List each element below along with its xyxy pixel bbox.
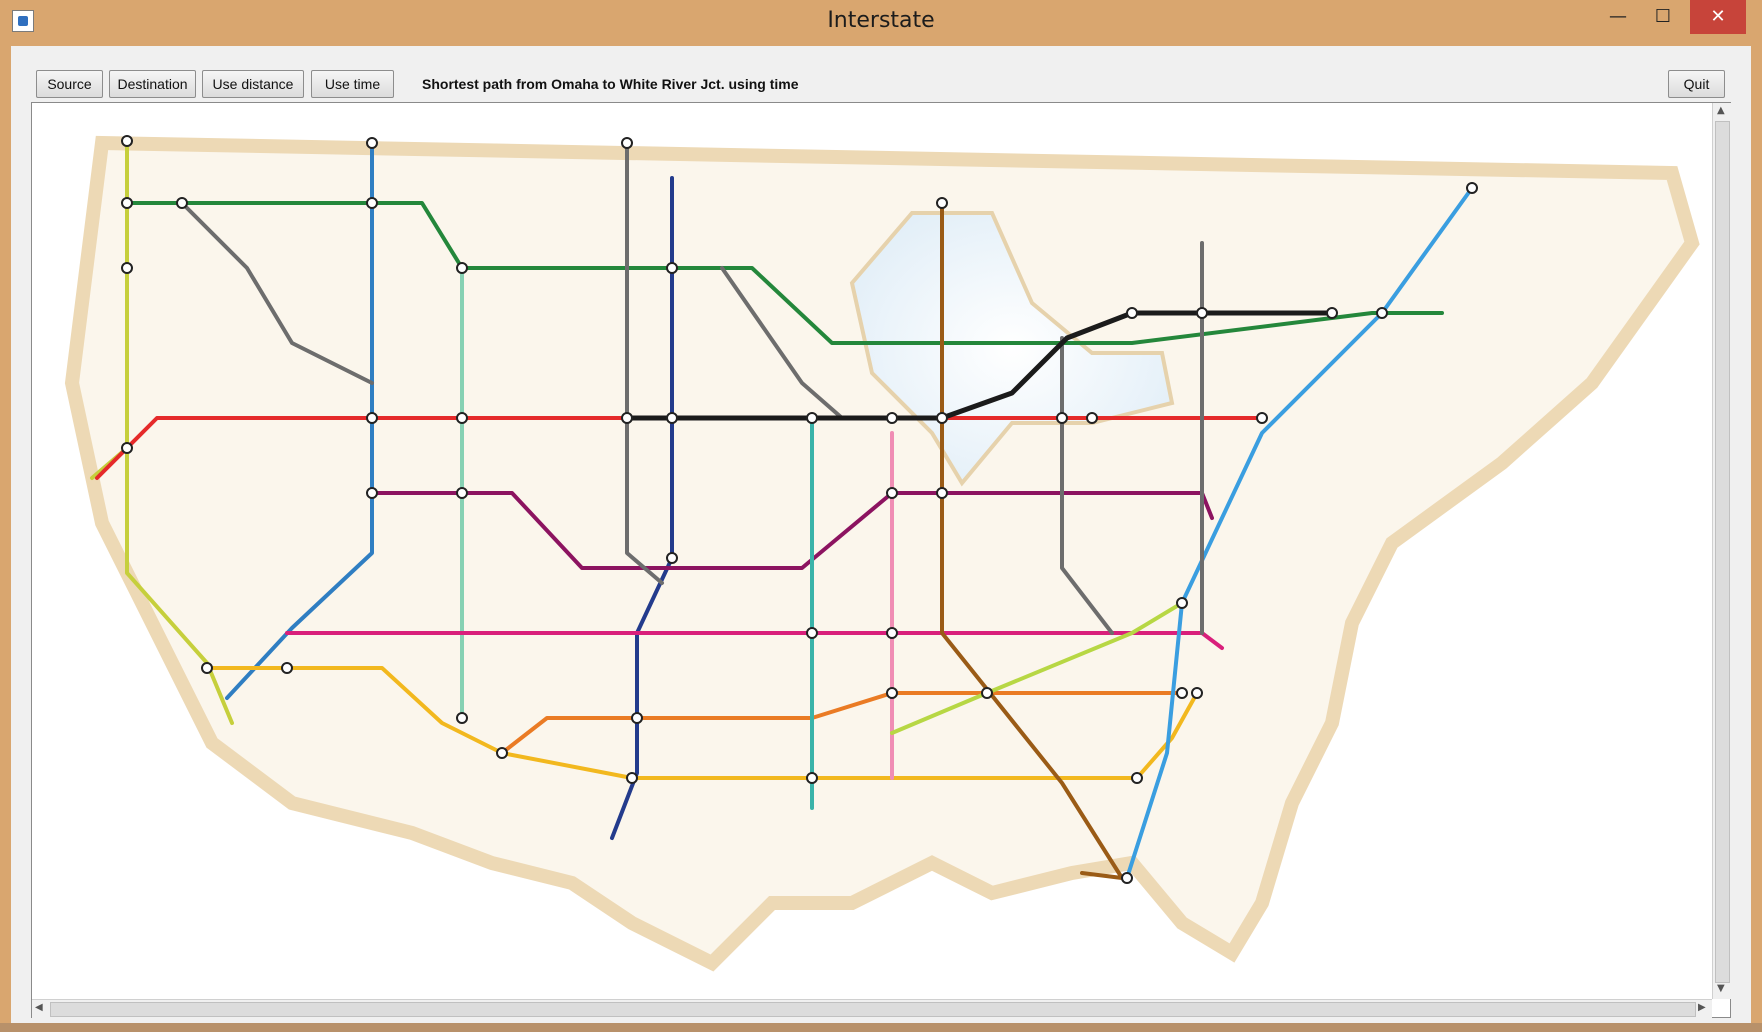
city-node[interactable] [806, 412, 818, 424]
quit-button[interactable]: Quit [1668, 70, 1725, 98]
window-title: Interstate [827, 8, 935, 33]
route-i80-segment [95, 416, 1264, 480]
city-node[interactable] [886, 487, 898, 499]
city-node[interactable] [496, 747, 508, 759]
city-node[interactable] [456, 487, 468, 499]
city-node[interactable] [456, 412, 468, 424]
route-i85-segment [890, 601, 1184, 735]
city-node[interactable] [1056, 412, 1068, 424]
route-i15-segment [225, 141, 374, 700]
city-node[interactable] [1376, 307, 1388, 319]
city-node[interactable] [666, 412, 678, 424]
city-node[interactable] [456, 712, 468, 724]
city-node[interactable] [936, 412, 948, 424]
city-node[interactable] [806, 627, 818, 639]
java-app-icon [12, 10, 34, 32]
city-node[interactable] [666, 552, 678, 564]
client-area: Source Destination Use distance Use time… [11, 46, 1751, 1023]
city-node[interactable] [886, 687, 898, 699]
source-button[interactable]: Source [36, 70, 103, 98]
route-i20-segment [500, 691, 1184, 755]
city-node[interactable] [621, 137, 633, 149]
vertical-scroll-thumb[interactable] [1715, 121, 1730, 983]
city-node[interactable] [1176, 597, 1188, 609]
horizontal-scrollbar[interactable]: ◀ ▶ [32, 999, 1712, 1018]
route-other-segment [180, 201, 374, 385]
city-node[interactable] [1176, 687, 1188, 699]
city-node[interactable] [1121, 872, 1133, 884]
close-button[interactable]: ✕ [1690, 0, 1746, 34]
vertical-scrollbar[interactable]: ▲ ▼ [1712, 103, 1731, 999]
city-node[interactable] [621, 412, 633, 424]
route-path-segment [624, 310, 1335, 421]
city-node[interactable] [1196, 307, 1208, 319]
city-node[interactable] [981, 687, 993, 699]
taskbar-strip [0, 1023, 1762, 1032]
city-node[interactable] [1126, 307, 1138, 319]
route-i40-segment [285, 631, 1224, 650]
city-node[interactable] [886, 627, 898, 639]
city-node[interactable] [1131, 772, 1143, 784]
city-node[interactable] [121, 197, 133, 209]
city-node[interactable] [1086, 412, 1098, 424]
city-node[interactable] [201, 662, 213, 674]
map-scroll-pane[interactable]: ▲ ▼ ◀ ▶ [31, 102, 1731, 1018]
city-node[interactable] [366, 487, 378, 499]
scroll-left-arrow-icon[interactable]: ◀ [35, 1002, 43, 1013]
city-node[interactable] [281, 662, 293, 674]
city-node[interactable] [176, 197, 188, 209]
status-label: Shortest path from Omaha to White River … [422, 76, 799, 92]
city-node[interactable] [1466, 182, 1478, 194]
city-node[interactable] [806, 772, 818, 784]
maximize-button[interactable]: ☐ [1654, 6, 1672, 27]
route-i90-segment [125, 201, 1444, 345]
use-distance-button[interactable]: Use distance [202, 70, 304, 98]
city-node[interactable] [626, 772, 638, 784]
route-i95-segment [1125, 186, 1474, 880]
city-node[interactable] [1326, 307, 1338, 319]
city-node[interactable] [366, 412, 378, 424]
city-node[interactable] [121, 135, 133, 147]
land-mass [64, 135, 1700, 972]
scroll-right-arrow-icon[interactable]: ▶ [1698, 1002, 1706, 1013]
city-node[interactable] [1191, 687, 1203, 699]
use-time-button[interactable]: Use time [311, 70, 394, 98]
city-node[interactable] [366, 137, 378, 149]
interstate-map[interactable] [32, 103, 1712, 999]
route-other-segment [720, 266, 844, 420]
city-node[interactable] [121, 262, 133, 274]
city-node[interactable] [1256, 412, 1268, 424]
destination-button[interactable]: Destination [109, 70, 196, 98]
city-nodes [121, 135, 1478, 884]
city-node[interactable] [936, 487, 948, 499]
city-node[interactable] [456, 262, 468, 274]
city-node[interactable] [936, 197, 948, 209]
city-node[interactable] [631, 712, 643, 724]
scroll-down-arrow-icon[interactable]: ▼ [1717, 983, 1725, 994]
minimize-button[interactable]: — [1609, 6, 1627, 27]
route-i5-segment [125, 446, 234, 725]
title-bar: Interstate — ☐ ✕ [0, 0, 1762, 46]
city-node[interactable] [366, 197, 378, 209]
city-node[interactable] [121, 442, 133, 454]
city-node[interactable] [666, 262, 678, 274]
scroll-up-arrow-icon[interactable]: ▲ [1717, 105, 1725, 116]
city-node[interactable] [886, 412, 898, 424]
route-other-segment [625, 141, 664, 585]
horizontal-scroll-thumb[interactable] [50, 1002, 1696, 1017]
